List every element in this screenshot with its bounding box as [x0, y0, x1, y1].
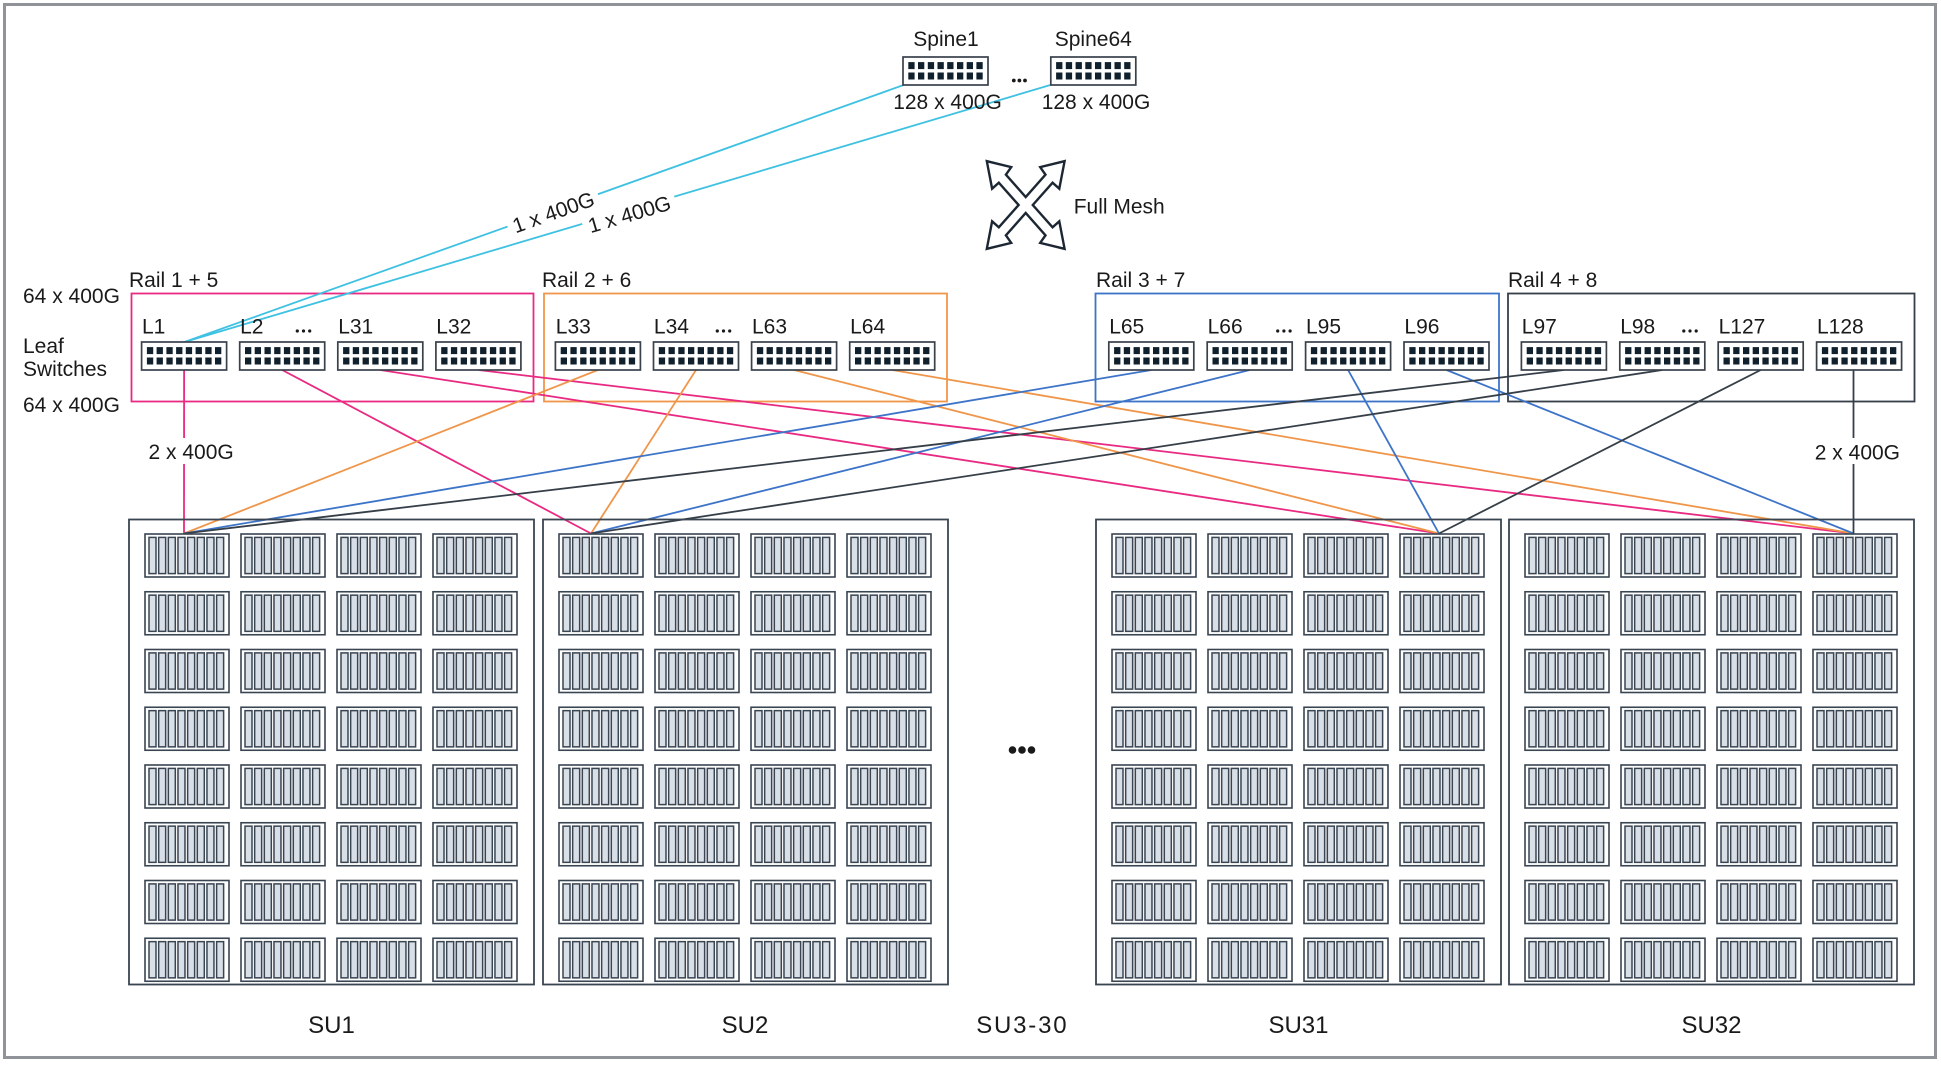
svg-text:SU32: SU32 [1681, 1012, 1741, 1039]
svg-text:L128: L128 [1817, 316, 1864, 339]
svg-text:Leaf: Leaf [23, 335, 64, 358]
svg-text:L32: L32 [436, 316, 471, 339]
svg-text:64 x 400G: 64 x 400G [23, 394, 120, 417]
svg-text:Rail 2 + 6: Rail 2 + 6 [542, 269, 631, 292]
svg-text:Rail 4 + 8: Rail 4 + 8 [1508, 269, 1597, 292]
svg-text:2 x 400G: 2 x 400G [1815, 442, 1900, 465]
svg-text:Switches: Switches [23, 358, 107, 381]
svg-text:L2: L2 [240, 316, 263, 339]
svg-text:L63: L63 [752, 316, 787, 339]
svg-text:L31: L31 [338, 316, 373, 339]
svg-text:L64: L64 [850, 316, 885, 339]
svg-text:L65: L65 [1109, 316, 1144, 339]
svg-text:SU3-30: SU3-30 [976, 1012, 1068, 1039]
svg-text:128 x 400G: 128 x 400G [893, 91, 1002, 114]
svg-text:Spine64: Spine64 [1055, 28, 1132, 51]
svg-text:L66: L66 [1208, 316, 1243, 339]
svg-text:Full Mesh: Full Mesh [1074, 196, 1165, 219]
svg-text:Rail 1 + 5: Rail 1 + 5 [129, 269, 218, 292]
svg-text:L127: L127 [1719, 316, 1766, 339]
svg-text:SU2: SU2 [722, 1012, 769, 1039]
svg-text:2 x 400G: 2 x 400G [149, 441, 234, 464]
svg-text:L97: L97 [1522, 316, 1557, 339]
svg-text:L98: L98 [1620, 316, 1655, 339]
svg-text:128 x 400G: 128 x 400G [1042, 91, 1151, 114]
svg-text:Rail 3 + 7: Rail 3 + 7 [1096, 269, 1185, 292]
svg-text:L33: L33 [556, 316, 591, 339]
svg-text:L34: L34 [654, 316, 689, 339]
svg-text:SU31: SU31 [1268, 1012, 1328, 1039]
svg-text:SU1: SU1 [308, 1012, 355, 1039]
svg-text:L95: L95 [1306, 316, 1341, 339]
svg-text:Spine1: Spine1 [913, 28, 978, 51]
svg-text:64 x 400G: 64 x 400G [23, 285, 120, 308]
svg-text:L1: L1 [142, 316, 165, 339]
svg-text:L96: L96 [1404, 316, 1439, 339]
